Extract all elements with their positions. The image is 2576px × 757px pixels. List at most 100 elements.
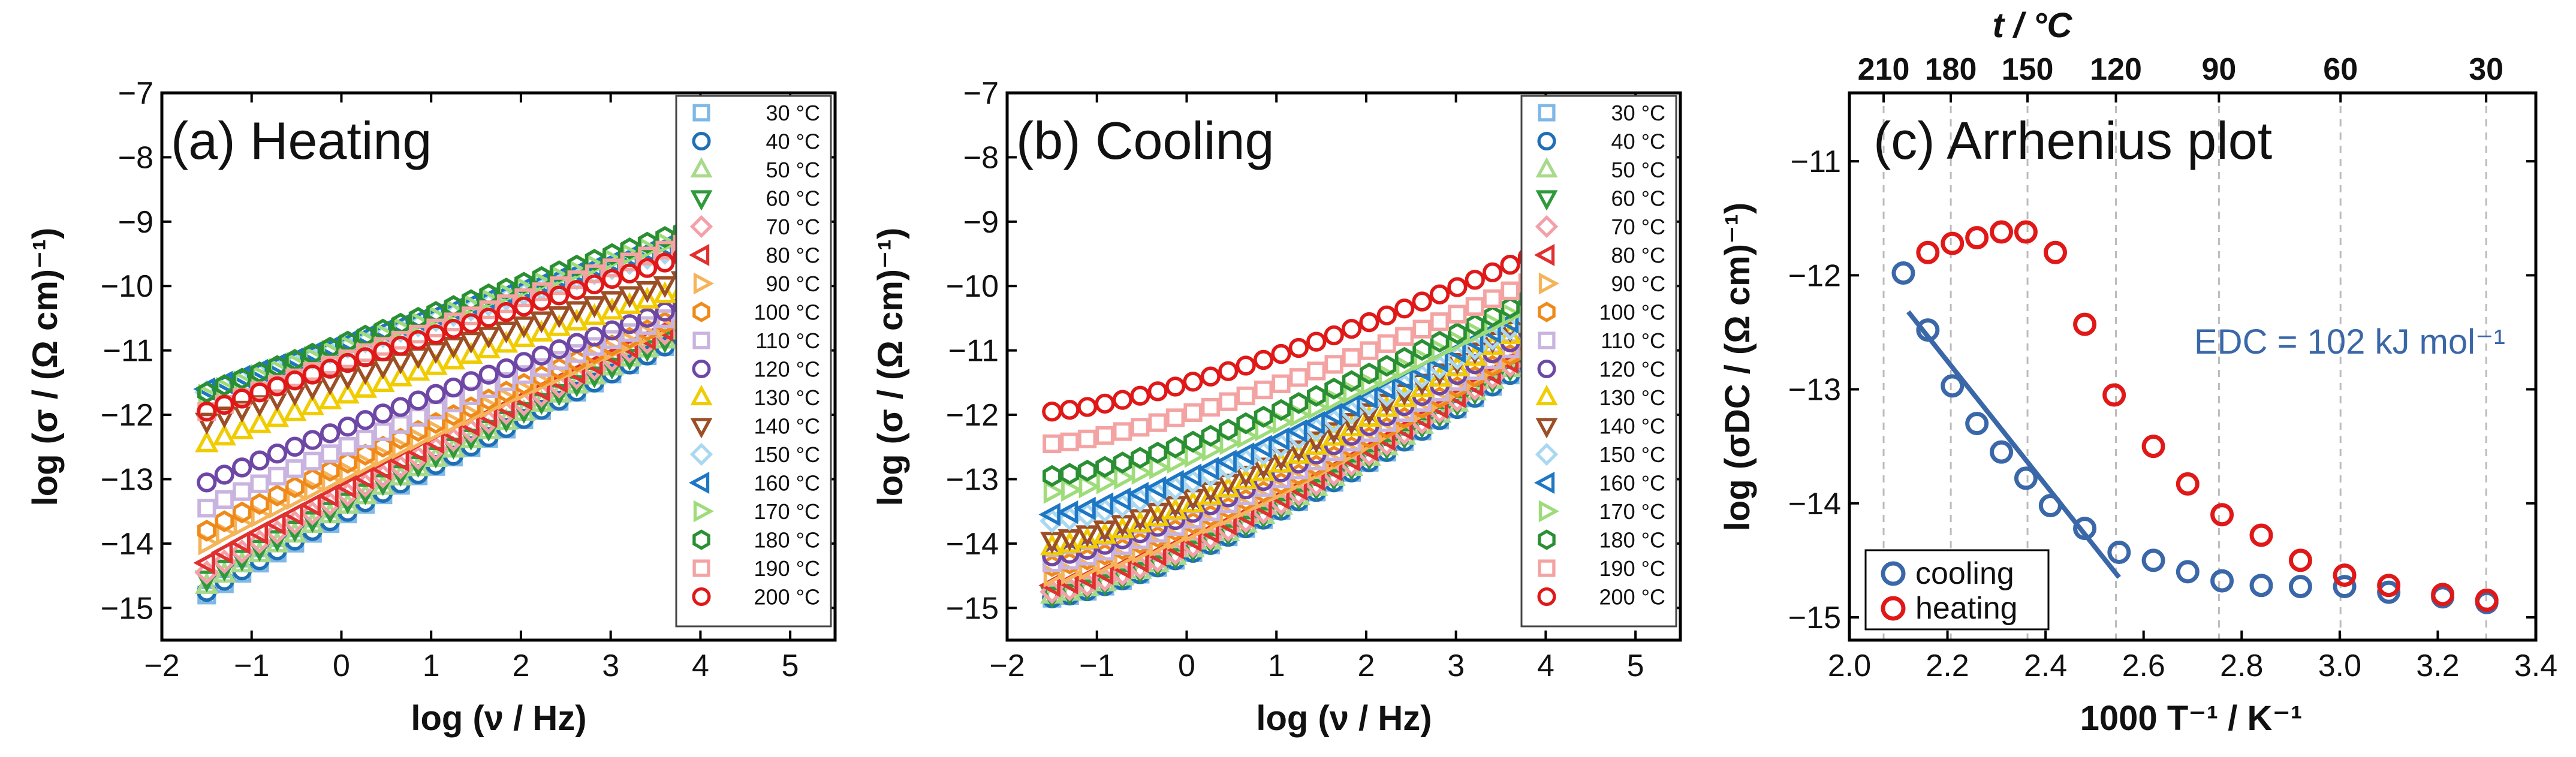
legend-marker bbox=[1537, 587, 1556, 607]
data-point-200C bbox=[531, 291, 552, 311]
data-point-80C bbox=[1444, 384, 1466, 408]
panel-c-frame bbox=[1848, 91, 2538, 642]
data-point-110C bbox=[197, 499, 216, 518]
cooling-point bbox=[2107, 541, 2131, 565]
x-tick-label: 2.4 bbox=[2024, 649, 2067, 683]
cooling-point bbox=[2333, 575, 2357, 599]
data-point-130C bbox=[388, 364, 412, 387]
data-point-130C bbox=[617, 292, 642, 314]
x-tick-label: 2.2 bbox=[1926, 649, 1969, 683]
data-point-170C bbox=[1466, 321, 1489, 345]
x-tick-label: 0 bbox=[333, 649, 350, 683]
data-point-200C bbox=[355, 347, 376, 367]
legend-label: 190 °C bbox=[754, 556, 820, 581]
data-point-90C bbox=[321, 469, 344, 493]
legend-label: 130 °C bbox=[754, 385, 820, 410]
data-point-130C bbox=[512, 325, 536, 348]
data-point-200C bbox=[1077, 397, 1098, 417]
data-point-130C bbox=[300, 393, 324, 415]
data-point-110C bbox=[267, 466, 287, 486]
x-tick-label: 2.8 bbox=[2220, 649, 2263, 683]
data-point-190C bbox=[1412, 319, 1432, 339]
data-point-130C bbox=[653, 281, 677, 303]
data-point-200C bbox=[408, 330, 429, 351]
data-point-160C bbox=[1285, 419, 1307, 443]
data-point-160C bbox=[1479, 319, 1501, 344]
data-point-110C bbox=[479, 379, 498, 399]
data-point-190C bbox=[426, 318, 445, 337]
x-tick-label: 3 bbox=[1447, 649, 1465, 683]
data-point-140C bbox=[212, 406, 237, 429]
data-point-110C bbox=[585, 337, 604, 356]
data-point-130C bbox=[459, 342, 483, 364]
legend-marker bbox=[692, 104, 710, 122]
x-tick-label: 1 bbox=[423, 649, 440, 683]
data-point-200C bbox=[1465, 270, 1485, 290]
data-point-140C bbox=[1251, 457, 1276, 479]
data-point-90C bbox=[462, 403, 485, 427]
data-point-130C bbox=[547, 314, 571, 336]
data-point-200C bbox=[1165, 376, 1186, 397]
data-point-140C bbox=[318, 373, 342, 396]
legend-marker bbox=[689, 244, 710, 266]
data-point-140C bbox=[494, 321, 519, 343]
data-point-160C bbox=[1126, 482, 1149, 506]
panel-c-data bbox=[1891, 220, 2499, 614]
data-point-190C bbox=[462, 306, 481, 325]
data-point-200C bbox=[602, 269, 622, 289]
x-tick-label: −2 bbox=[989, 649, 1025, 683]
legend-label: 200 °C bbox=[1599, 585, 1665, 610]
y-tick-label: −11 bbox=[1791, 144, 1841, 179]
data-point-200C bbox=[1483, 262, 1503, 282]
cooling-point bbox=[2377, 580, 2401, 604]
cooling-point bbox=[2038, 494, 2062, 518]
data-point-60C bbox=[283, 520, 307, 543]
x-tick-label: 4 bbox=[1537, 649, 1554, 683]
data-point-60C bbox=[635, 340, 659, 363]
legend-label: 100 °C bbox=[1599, 300, 1665, 325]
data-point-130C bbox=[318, 387, 342, 409]
data-point-110C bbox=[215, 490, 234, 509]
data-point-190C bbox=[1324, 355, 1343, 374]
heating-point bbox=[2210, 503, 2234, 527]
legend-label: 60 °C bbox=[766, 186, 820, 211]
data-point-180C bbox=[532, 266, 552, 288]
data-point-200C bbox=[1042, 402, 1062, 422]
data-point-190C bbox=[1272, 374, 1291, 393]
data-point-140C bbox=[230, 400, 254, 423]
data-point-120C bbox=[214, 465, 234, 485]
data-point-120C bbox=[461, 371, 481, 391]
data-point-200C bbox=[267, 376, 288, 397]
y-tick-label: −14 bbox=[101, 527, 153, 562]
y-tick-label: −8 bbox=[118, 140, 153, 175]
data-point-200C bbox=[1236, 355, 1256, 376]
data-point-160C bbox=[1091, 492, 1114, 516]
data-point-140C bbox=[1287, 440, 1311, 463]
data-point-200C bbox=[584, 274, 605, 295]
legend-marker bbox=[1538, 272, 1559, 295]
data-point-110C bbox=[355, 429, 375, 449]
data-point-140C bbox=[635, 281, 659, 303]
legend-label: 40 °C bbox=[1611, 129, 1665, 154]
data-point-120C bbox=[390, 397, 411, 417]
legend-label: 90 °C bbox=[1611, 272, 1665, 296]
data-point-180C bbox=[1183, 430, 1203, 453]
data-point-180C bbox=[1043, 465, 1062, 487]
top-tick-label: 150 bbox=[2002, 52, 2054, 87]
data-point-200C bbox=[214, 394, 234, 415]
legend-marker bbox=[1538, 529, 1556, 550]
data-point-200C bbox=[373, 341, 393, 361]
data-point-190C bbox=[1501, 281, 1520, 300]
legend-marker bbox=[692, 131, 711, 151]
y-tick-label: −12 bbox=[101, 398, 153, 433]
data-point-200C bbox=[1324, 325, 1344, 346]
legend-marker bbox=[1538, 331, 1556, 349]
data-point-190C bbox=[1395, 327, 1414, 346]
cooling-point bbox=[1916, 318, 1940, 342]
heating-point bbox=[2014, 220, 2038, 244]
legend-label: 190 °C bbox=[1599, 556, 1665, 581]
data-point-180C bbox=[1254, 406, 1273, 428]
legend-marker bbox=[1535, 385, 1558, 406]
data-point-160C bbox=[1179, 463, 1202, 487]
data-point-60C bbox=[265, 530, 290, 553]
